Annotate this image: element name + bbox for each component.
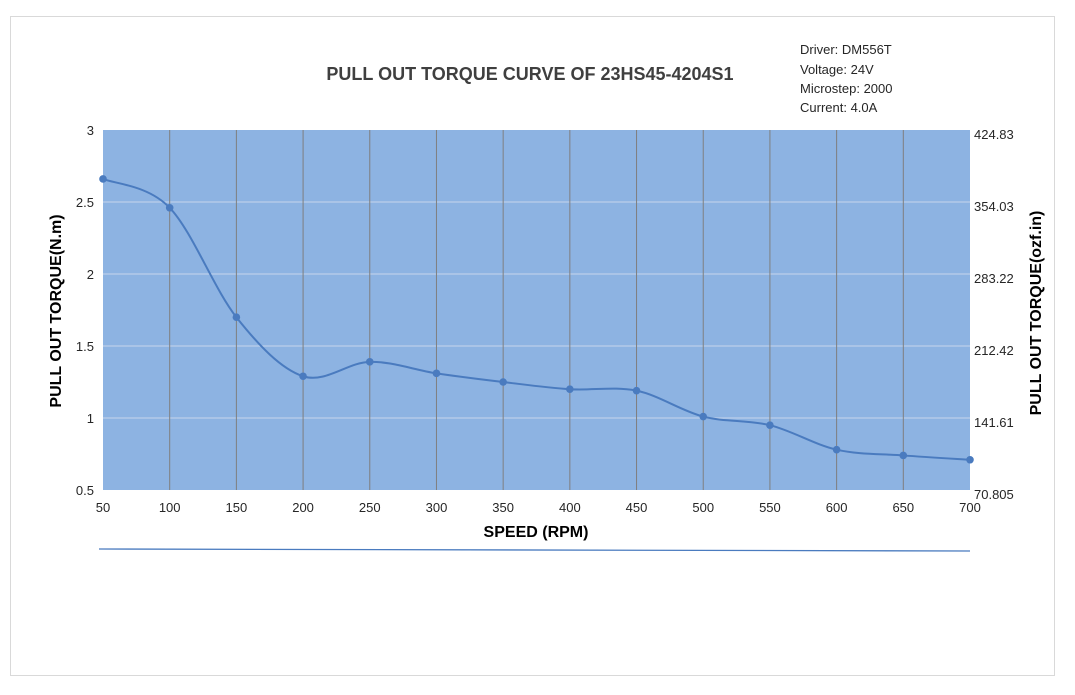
vertical-gridlines — [169, 130, 904, 490]
chart-title: PULL OUT TORQUE CURVE OF 23HS45-4204S1 — [326, 64, 733, 84]
data-points — [99, 175, 974, 464]
y2-axis-title: PULL OUT TORQUE(ozf.in) — [1028, 211, 1045, 416]
x-tick-label: 700 — [959, 500, 981, 515]
y-axis-title: PULL OUT TORQUE(N.m) — [48, 214, 65, 407]
x-axis-ticks: 50 100 150 200 250 300 350 400 450 500 550 600 650 70… — [96, 500, 981, 515]
data-point — [499, 378, 507, 386]
note-driver: Driver: DM556T — [800, 42, 892, 57]
x-tick-label: 150 — [226, 500, 248, 515]
y-tick-label: 3 — [87, 123, 94, 138]
data-point — [632, 386, 641, 395]
y2-tick-label: 283.22 — [974, 271, 1014, 286]
data-point — [766, 421, 774, 430]
y2-tick-label: 424.83 — [974, 127, 1014, 142]
data-point — [232, 313, 241, 322]
horizontal-gridlines — [103, 201, 970, 419]
y-tick-label: 0.5 — [76, 483, 94, 498]
note-current: Current: 4.0A — [800, 100, 878, 115]
y-tick-label: 2 — [87, 267, 94, 282]
x-tick-label: 50 — [96, 500, 110, 515]
decorative-rule — [98, 548, 971, 552]
x-tick-label: 450 — [626, 500, 648, 515]
data-point — [966, 455, 974, 464]
x-tick-label: 300 — [426, 500, 448, 515]
data-point — [99, 175, 107, 183]
y-tick-label: 2.5 — [76, 195, 94, 210]
x-tick-label: 350 — [492, 500, 514, 515]
x-tick-label: 550 — [759, 500, 781, 515]
data-point — [432, 369, 441, 378]
x-tick-label: 250 — [359, 500, 381, 515]
drive-settings-notes: Driver: DM556T Voltage: 24V Microstep: 2… — [800, 42, 893, 115]
note-microstep: Microstep: 2000 — [800, 81, 893, 96]
y2-axis-ticks: 70.805 141.61 212.42 283.22 354.03 424.83 — [974, 127, 1014, 502]
y-axis-ticks: 0.5 1 1.5 2 2.5 3 — [76, 123, 94, 498]
plot-area — [103, 130, 970, 490]
x-tick-label: 500 — [692, 500, 714, 515]
data-point — [365, 358, 374, 366]
data-point — [899, 451, 908, 460]
data-point — [299, 372, 307, 381]
y-tick-label: 1.5 — [76, 339, 94, 354]
y2-tick-label: 212.42 — [974, 343, 1014, 358]
x-tick-label: 600 — [826, 500, 848, 515]
x-tick-label: 650 — [892, 500, 914, 515]
y2-tick-label: 354.03 — [974, 199, 1014, 214]
data-point — [566, 385, 574, 394]
x-tick-label: 200 — [292, 500, 314, 515]
x-tick-label: 400 — [559, 500, 581, 515]
data-point — [699, 412, 708, 421]
data-point — [165, 203, 174, 212]
y2-tick-label: 141.61 — [974, 415, 1014, 430]
data-point — [832, 445, 841, 454]
y2-tick-label: 70.805 — [974, 487, 1014, 502]
x-axis-title: SPEED (RPM) — [484, 524, 589, 541]
y-tick-label: 1 — [87, 411, 94, 426]
x-tick-label: 100 — [159, 500, 181, 515]
note-voltage: Voltage: 24V — [800, 62, 874, 77]
